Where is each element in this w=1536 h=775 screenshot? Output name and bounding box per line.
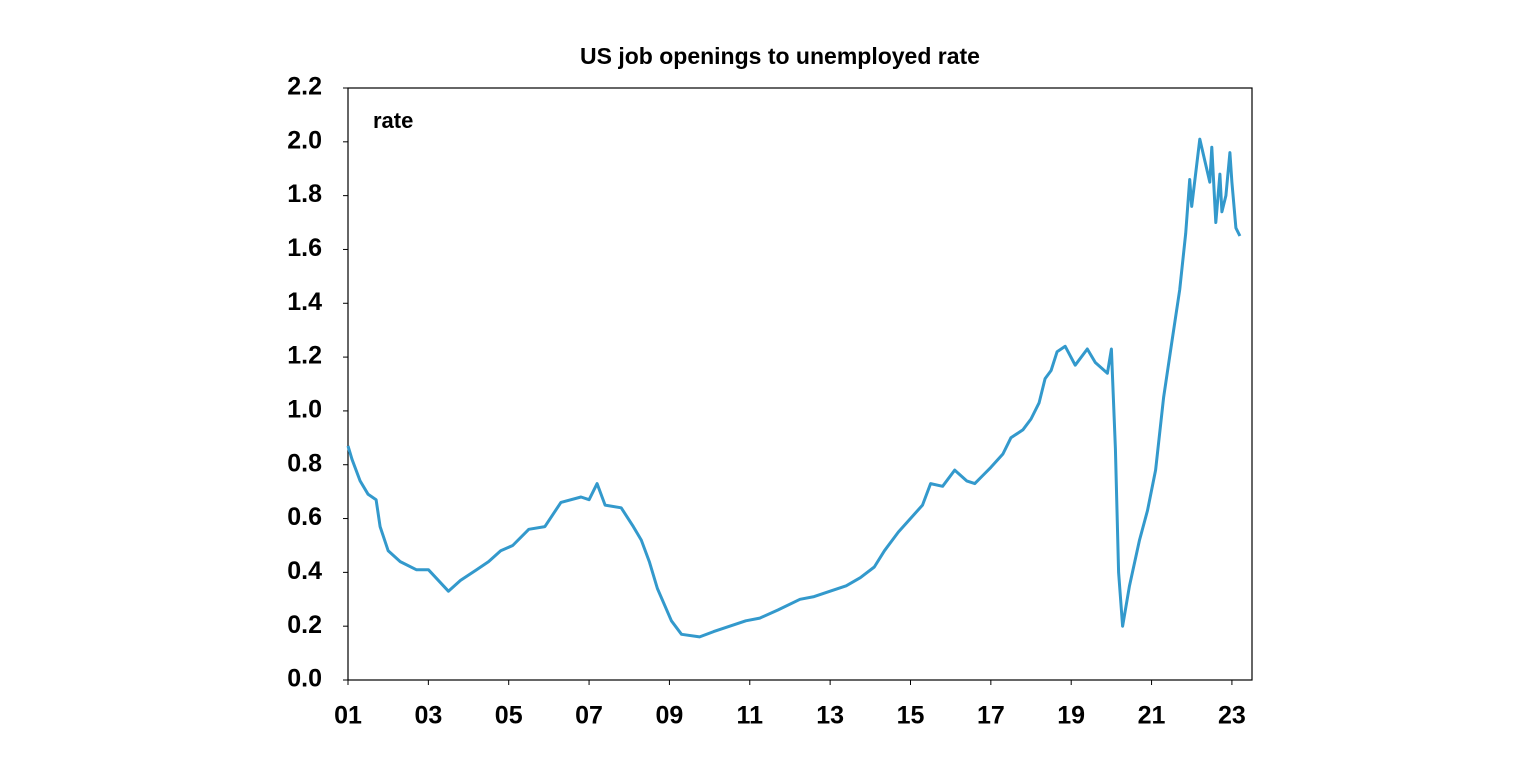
- x-tick-label: 03: [414, 702, 442, 730]
- chart-title: US job openings to unemployed rate: [580, 43, 980, 69]
- y-tick-label: 0.8: [287, 449, 322, 477]
- y-tick-label: 0.4: [287, 557, 322, 585]
- x-tick-label: 11: [737, 702, 764, 730]
- annotation: rate: [373, 108, 413, 133]
- x-tick-label: 15: [897, 702, 925, 730]
- y-tick-label: 1.4: [287, 288, 322, 316]
- x-tick-label: 07: [575, 702, 603, 730]
- x-tick-label: 17: [977, 702, 1005, 730]
- x-tick-label: 13: [816, 702, 844, 730]
- y-tick-label: 1.0: [287, 396, 322, 424]
- y-tick-label: 1.2: [287, 342, 322, 370]
- x-tick-label: 19: [1057, 702, 1085, 730]
- x-tick-label: 01: [334, 702, 362, 730]
- series-line: [346, 137, 1242, 639]
- x-tick-label: 23: [1218, 702, 1246, 730]
- x-tick-label: 05: [495, 702, 523, 730]
- y-tick-label: 2.2: [287, 73, 322, 101]
- y-tick-label: 2.0: [287, 126, 322, 154]
- y-tick-label: 0.2: [287, 611, 322, 639]
- y-tick-label: 1.8: [287, 180, 322, 208]
- x-tick-label: 09: [656, 702, 684, 730]
- plot-frame: [347, 87, 1253, 681]
- x-tick-label: 21: [1138, 702, 1166, 730]
- y-tick-label: 1.6: [287, 234, 322, 262]
- y-tick-label: 0.6: [287, 503, 322, 531]
- y-tick-label: 0.0: [287, 665, 322, 693]
